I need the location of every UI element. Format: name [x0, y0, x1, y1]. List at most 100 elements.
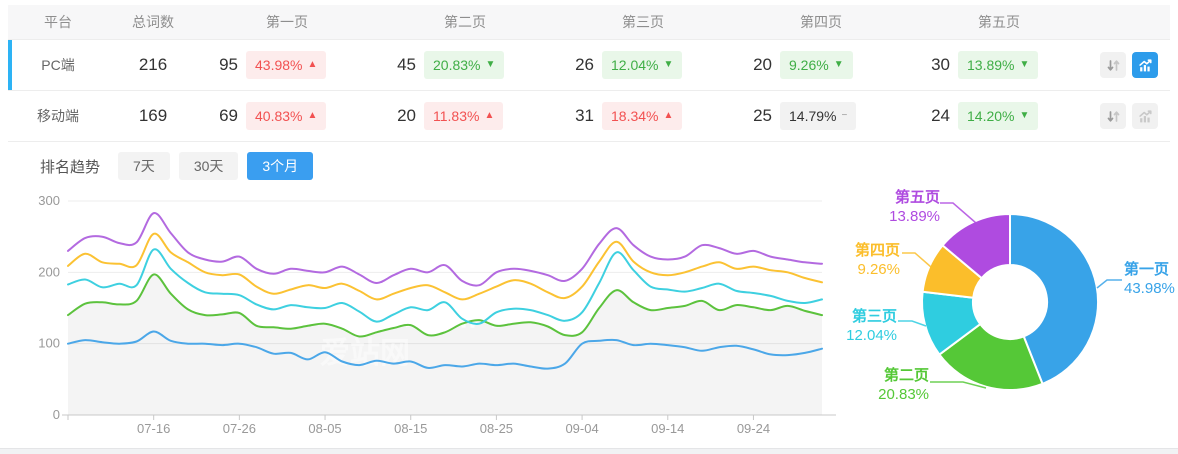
page-bottom-edge [0, 448, 1178, 454]
col-header-total: 总词数 [132, 14, 174, 30]
page-1-count: 69 [219, 106, 238, 125]
svg-text:爱站网: 爱站网 [320, 337, 410, 370]
label-connector [930, 381, 987, 389]
total-keywords-value: 169 [138, 106, 168, 125]
sort-button[interactable] [1100, 103, 1126, 129]
row-actions [1088, 103, 1170, 129]
label-connector [940, 202, 977, 224]
series-line-第五页 [67, 212, 823, 287]
page-4-percent-badge: 14.79% − [780, 102, 857, 130]
donut-label-value: 9.26% [857, 261, 900, 278]
platform-name: 移动端 [37, 108, 79, 124]
page-4-cell: 20 9.26% ▼ [732, 51, 910, 79]
col-header-platform: 平台 [44, 14, 72, 30]
percent-value: 43.98% [255, 57, 303, 73]
trend-toolbar: 排名趋势 7天 30天 3个月 [40, 152, 1178, 180]
donut-label-name: 第三页 [851, 308, 897, 325]
svg-text:09-24: 09-24 [737, 421, 770, 436]
page-3-count: 26 [575, 55, 594, 74]
sort-arrows-icon [1107, 110, 1119, 122]
percent-value: 18.34% [611, 108, 659, 124]
trend-down-icon: ▼ [1019, 110, 1030, 121]
trend-down-icon: ▼ [833, 59, 844, 70]
table-body: PC端 216 95 43.98% ▲ 45 20.83% ▼ 26 12.04% ▼ 20 9.26%… [8, 39, 1170, 141]
donut-chart-area: 第一页 43.98% 第二页 20.83% 第三页 12.04% 第四页 9.26% 第五页 13… [845, 185, 1178, 443]
col-header-page-2: 第二页 [444, 14, 486, 30]
sort-button[interactable] [1100, 52, 1126, 78]
row-actions [1088, 52, 1170, 78]
page-3-cell: 31 18.34% ▲ [554, 102, 732, 130]
page-1-percent-badge: 40.83% ▲ [246, 102, 327, 130]
svg-text:200: 200 [38, 264, 60, 279]
donut-label-name: 第四页 [854, 242, 900, 259]
platform-name: PC端 [41, 57, 75, 73]
svg-text:300: 300 [38, 193, 60, 208]
area-fill [68, 274, 822, 415]
svg-text:07-16: 07-16 [137, 421, 170, 436]
page-2-percent-badge: 11.83% ▲ [424, 102, 504, 130]
page-4-cell: 25 14.79% − [732, 102, 910, 130]
range-tabs: 7天 30天 3个月 [118, 152, 322, 180]
col-header-page-3: 第三页 [622, 14, 664, 30]
page-4-count: 25 [753, 106, 772, 125]
percent-value: 9.26% [789, 57, 829, 73]
percent-value: 13.89% [967, 57, 1015, 73]
donut-label-第五页: 第五页 13.89% [889, 188, 940, 226]
percent-value: 20.83% [433, 57, 481, 73]
table-header-row: 平台 总词数 第一页 第二页 第三页 第四页 第五页 [8, 5, 1170, 39]
svg-text:爱站网: 爱站网 [396, 291, 504, 332]
donut-label-value: 43.98% [1124, 280, 1175, 297]
page-2-count: 20 [397, 106, 416, 125]
page-4-percent-badge: 9.26% ▼ [780, 51, 853, 79]
svg-text:07-26: 07-26 [223, 421, 256, 436]
page-1-percent-badge: 43.98% ▲ [246, 51, 327, 79]
trend-flat-icon: − [841, 110, 848, 121]
range-tab-3个月[interactable]: 3个月 [247, 152, 314, 180]
donut-chart [898, 202, 1122, 391]
page-5-cell: 24 14.20% ▼ [910, 102, 1088, 130]
donut-label-name: 第一页 [1124, 261, 1170, 278]
sort-arrows-icon [1107, 59, 1119, 71]
donut-label-name: 第五页 [894, 189, 940, 206]
rank-table: 平台 总词数 第一页 第二页 第三页 第四页 第五页 PC端 216 95 43.98% ▲ 45 20… [8, 5, 1170, 142]
trend-down-icon: ▼ [1019, 59, 1030, 70]
donut-label-value: 20.83% [878, 386, 929, 403]
series-line-第二页 [67, 273, 823, 338]
page-3-percent-badge: 12.04% ▼ [602, 51, 683, 79]
trend-up-icon: ▲ [663, 110, 674, 121]
page-2-percent-badge: 20.83% ▼ [424, 51, 505, 79]
donut-slice-第二页[interactable] [938, 323, 1044, 391]
trend-up-icon: ▲ [307, 110, 318, 121]
donut-label-第三页: 第三页 12.04% [846, 307, 897, 345]
series-line-第一页 [67, 330, 823, 370]
col-header-page-5: 第五页 [978, 14, 1020, 30]
percent-value: 12.04% [611, 57, 659, 73]
col-header-page-1: 第一页 [266, 14, 308, 30]
page-1-cell: 69 40.83% ▲ [198, 102, 376, 130]
label-connector [898, 320, 927, 327]
donut-slice-第五页[interactable] [941, 213, 1011, 280]
trend-chart-button[interactable] [1132, 103, 1158, 129]
svg-text:08-25: 08-25 [480, 421, 513, 436]
percent-value: 11.83% [433, 108, 480, 124]
table-row-pc[interactable]: PC端 216 95 43.98% ▲ 45 20.83% ▼ 26 12.04% ▼ 20 9.26%… [8, 39, 1170, 90]
range-tab-7天[interactable]: 7天 [118, 152, 170, 180]
trend-chart-icon [1138, 109, 1152, 122]
donut-slice-第一页[interactable] [1009, 213, 1100, 385]
range-tab-30天[interactable]: 30天 [178, 152, 239, 180]
donut-label-第四页: 第四页 9.26% [855, 241, 900, 279]
donut-label-第二页: 第二页 20.83% [878, 366, 929, 404]
svg-text:0: 0 [53, 407, 60, 422]
label-connector [1096, 279, 1122, 289]
series-line-第三页 [67, 248, 823, 325]
series-line-第四页 [67, 232, 823, 301]
svg-text:08-15: 08-15 [394, 421, 427, 436]
donut-label-value: 13.89% [889, 208, 940, 225]
donut-label-name: 第二页 [883, 367, 929, 384]
svg-text:09-04: 09-04 [565, 421, 598, 436]
trend-chart-button[interactable] [1132, 52, 1158, 78]
page-5-count: 24 [931, 106, 950, 125]
table-row-mobile[interactable]: 移动端 169 69 40.83% ▲ 20 11.83% ▲ 31 18.34% ▲ 25 14.79… [8, 90, 1170, 141]
